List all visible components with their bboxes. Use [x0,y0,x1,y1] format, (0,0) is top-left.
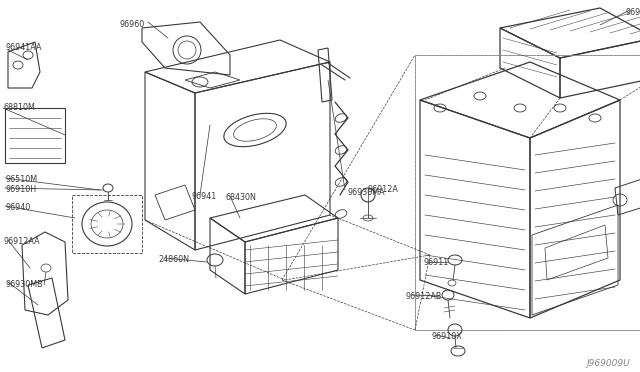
Text: 96941AA: 96941AA [5,43,42,52]
Text: 96930MB: 96930MB [5,280,43,289]
Bar [5,108,65,163]
Text: 96910H: 96910H [5,185,36,194]
Text: J969009U: J969009U [586,359,630,368]
Text: 96510M: 96510M [5,175,37,184]
Text: 96941: 96941 [192,192,217,201]
Text: 96912A: 96912A [368,185,399,194]
Text: 96930MA: 96930MA [348,188,386,197]
Text: 96940: 96940 [5,203,30,212]
Bar [72,195,142,253]
Text: 96912AB: 96912AB [405,292,442,301]
Text: 96960: 96960 [120,20,145,29]
Text: 68430N: 68430N [225,193,256,202]
Text: 96911: 96911 [423,258,448,267]
Text: 24860N: 24860N [158,255,189,264]
Text: 96910X: 96910X [432,332,463,341]
Text: 96912AA: 96912AA [3,237,40,246]
Text: 96921: 96921 [625,8,640,17]
Text: 68810M: 68810M [3,103,35,112]
